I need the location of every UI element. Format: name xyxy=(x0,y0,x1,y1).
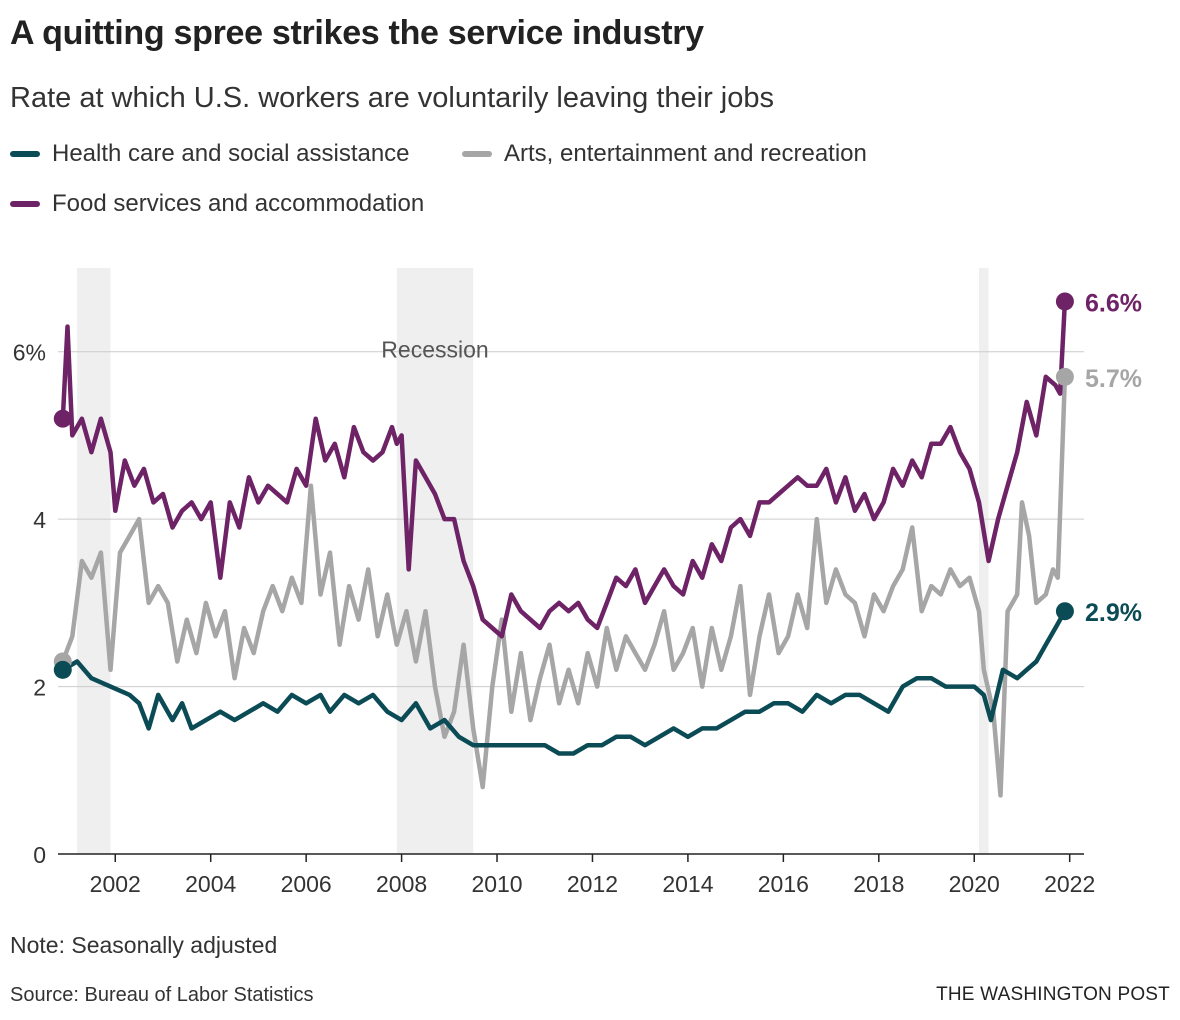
legend-label-health: Health care and social assistance xyxy=(52,140,410,167)
series-lines xyxy=(60,299,1068,798)
x-tick-label: 2008 xyxy=(376,871,427,897)
legend-label-arts: Arts, entertainment and recreation xyxy=(504,140,867,167)
end-marker-health xyxy=(1055,602,1074,621)
chart-subtitle: Rate at which U.S. workers are voluntari… xyxy=(10,82,774,114)
series-line-arts xyxy=(60,374,1068,798)
x-tick-label: 2022 xyxy=(1044,871,1095,897)
y-tick-label: 6% xyxy=(13,340,46,366)
start-marker-health xyxy=(53,660,72,679)
chart-note: Note: Seasonally adjusted xyxy=(10,932,278,958)
end-label-health: 2.9% xyxy=(1085,599,1142,627)
x-tick-label: 2020 xyxy=(949,871,1000,897)
legend-item-health: Health care and social assistance xyxy=(10,140,410,168)
y-tick-label: 2 xyxy=(33,675,46,701)
y-tick-label: 4 xyxy=(33,507,46,533)
x-tick-label: 2012 xyxy=(567,871,618,897)
end-label-arts: 5.7% xyxy=(1085,365,1142,393)
chart-source: Source: Bureau of Labor Statistics xyxy=(10,984,314,1006)
y-axis-ticks: 0 2 4 6% xyxy=(13,340,46,868)
chart-title: A quitting spree strikes the service ind… xyxy=(10,14,704,52)
legend-item-arts: Arts, entertainment and recreation xyxy=(462,140,867,168)
end-marker-arts xyxy=(1055,367,1074,386)
x-tick-label: 2014 xyxy=(662,871,713,897)
y-tick-label: 0 xyxy=(33,842,46,868)
series-endpoints: 5.7% 2.9% 6.6% xyxy=(53,289,1142,679)
series-line-health xyxy=(60,608,1068,756)
legend-swatch-food xyxy=(10,201,40,207)
start-marker-food xyxy=(53,409,72,428)
end-marker-food xyxy=(1055,292,1074,311)
recession-label: Recession xyxy=(381,337,488,363)
x-tick-label: 2002 xyxy=(90,871,141,897)
legend-item-food: Food services and accommodation xyxy=(10,190,424,218)
recession-bands xyxy=(77,268,989,854)
series-line-food xyxy=(60,299,1068,639)
legend-swatch-arts xyxy=(462,151,492,157)
x-tick-label: 2018 xyxy=(853,871,904,897)
x-tick-label: 2006 xyxy=(281,871,332,897)
x-tick-label: 2016 xyxy=(758,871,809,897)
legend-swatch-health xyxy=(10,151,40,157)
x-tick-label: 2010 xyxy=(471,871,522,897)
legend-label-food: Food services and accommodation xyxy=(52,190,425,217)
end-label-food: 6.6% xyxy=(1085,289,1142,317)
publisher-credit: THE WASHINGTON POST xyxy=(936,984,1170,1005)
x-axis-ticks: 2002 2004 2006 2008 2010 2012 2014 2016 2018 2020… xyxy=(90,854,1095,897)
recession-band-2 xyxy=(979,268,989,854)
x-tick-label: 2004 xyxy=(185,871,236,897)
